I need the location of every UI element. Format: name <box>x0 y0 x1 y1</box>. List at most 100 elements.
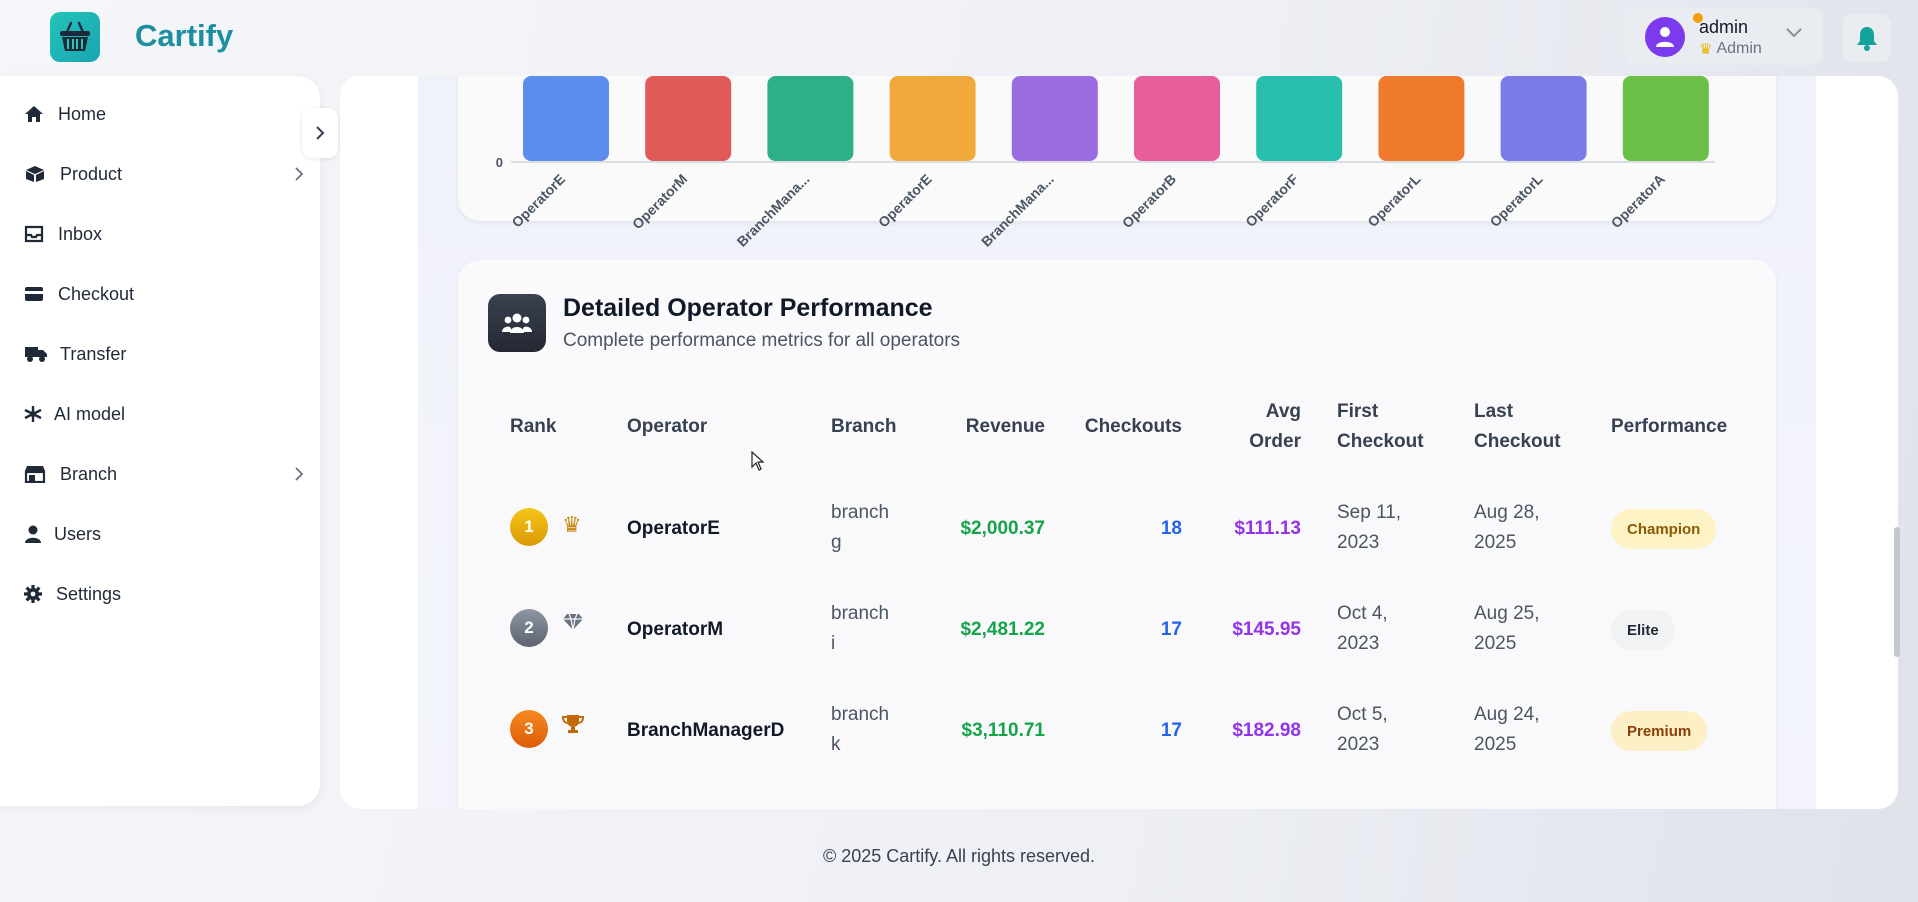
chart-bar[interactable] <box>1134 76 1220 161</box>
column-header-branch[interactable]: Branch <box>831 416 897 437</box>
y-tick-label: 0 <box>496 155 503 170</box>
revenue-value: $2,481.22 <box>960 619 1045 640</box>
crown-icon: ♛ <box>1699 41 1713 58</box>
sidebar-item-home[interactable]: Home <box>24 94 304 134</box>
sidebar-item-settings[interactable]: Settings <box>24 574 304 614</box>
branch-line: branch <box>831 603 890 624</box>
operator-performance-card: Detailed Operator Performance Complete p… <box>458 260 1776 809</box>
content-area[interactable]: 0 OperatorE OperatorM BranchMana... Operator… <box>418 76 1816 809</box>
table-row[interactable]: 1 ♛ OperatorE branch g $2,000.37 18 $111… <box>490 484 1744 574</box>
last-checkout-date: Aug 25, 2025 <box>1474 599 1540 659</box>
branch-line: g <box>831 532 842 553</box>
network-icon <box>24 405 50 423</box>
operator-name: OperatorM <box>627 619 724 640</box>
column-header-line: Avg <box>1265 401 1301 422</box>
cart-logo-icon[interactable] <box>50 12 100 62</box>
x-tick-label: BranchMana... <box>734 171 813 250</box>
sidebar-item-label: AI model <box>54 403 126 424</box>
x-tick-label: OperatorE <box>508 171 568 231</box>
table-row[interactable]: 2 OperatorM branch i $2,481.22 17 $145.9… <box>490 585 1744 675</box>
main-content: 0 OperatorE OperatorM BranchMana... Operator… <box>340 76 1898 809</box>
sidebar-item-branch[interactable]: Branch <box>24 454 304 494</box>
column-header-line: First <box>1337 401 1379 422</box>
footer-copyright: © 2025 Cartify. All rights reserved. <box>822 846 1096 866</box>
operator-chart-card: 0 OperatorE OperatorM BranchMana... Operator… <box>458 76 1776 250</box>
chart-bar[interactable] <box>1622 76 1709 161</box>
rank-badge: 2 <box>510 609 548 647</box>
operator-name: OperatorE <box>627 518 720 539</box>
date-line: 2025 <box>1474 734 1517 755</box>
checkouts-value: 17 <box>1160 619 1182 640</box>
x-tick-label: OperatorL <box>1487 170 1546 229</box>
chart-bar[interactable] <box>523 76 609 161</box>
chart-bar[interactable] <box>1378 76 1465 161</box>
first-checkout-date: Oct 4, 2023 <box>1337 599 1388 659</box>
avatar <box>1645 17 1685 57</box>
x-tick-label: OperatorB <box>1119 171 1179 231</box>
scrollbar[interactable] <box>1893 76 1901 809</box>
column-header-line: Checkout <box>1474 431 1561 452</box>
x-tick-label: BranchMana... <box>978 171 1057 250</box>
date-line: 2023 <box>1337 532 1380 553</box>
user-name: admin <box>1699 17 1749 37</box>
column-header-first-checkout[interactable]: First Checkout <box>1337 397 1424 457</box>
home-icon <box>24 105 50 123</box>
brand-name[interactable]: Cartify <box>135 18 234 53</box>
sidebar-item-product[interactable]: Product <box>24 154 304 194</box>
sidebar: Home Product Inbox Checkout Transfer AI … <box>0 76 320 806</box>
chart-bar[interactable] <box>1500 76 1587 161</box>
chart-bar[interactable] <box>645 76 732 161</box>
last-checkout-date: Aug 24, 2025 <box>1474 700 1540 760</box>
x-tick-label: OperatorA <box>1608 171 1668 231</box>
chart-bar[interactable] <box>889 76 976 161</box>
chevron-right-icon <box>294 166 304 187</box>
sidebar-item-users[interactable]: Users <box>24 514 304 554</box>
column-header-checkouts[interactable]: Checkouts <box>1084 416 1182 437</box>
scrollbar-thumb[interactable] <box>1894 527 1900 657</box>
branch-line: i <box>831 633 836 654</box>
performance-badge: Champion <box>1611 509 1717 549</box>
column-header-operator[interactable]: Operator <box>627 416 708 437</box>
x-tick-label: OperatorE <box>875 171 935 231</box>
sidebar-item-checkout[interactable]: Checkout <box>24 274 304 314</box>
sidebar-item-transfer[interactable]: Transfer <box>24 334 304 374</box>
column-header-last-checkout[interactable]: Last Checkout <box>1474 397 1561 457</box>
rank-badge: 1 <box>510 508 548 546</box>
sidebar-item-label: Branch <box>60 463 118 484</box>
performance-badge: Elite <box>1611 610 1675 650</box>
chevron-down-icon[interactable] <box>1785 26 1803 44</box>
user-menu[interactable]: admin ♛ Admin <box>1625 8 1823 65</box>
branch-name: branch i <box>831 599 889 659</box>
sidebar-toggle-button[interactable] <box>302 108 338 158</box>
column-header-revenue[interactable]: Revenue <box>965 416 1045 437</box>
column-header-avg-order[interactable]: Avg Order <box>1190 397 1301 457</box>
performance-table: Rank Operator Branch Revenue Checkouts A… <box>490 392 1744 809</box>
sidebar-item-ai-model[interactable]: AI model <box>24 394 304 434</box>
date-line: 2023 <box>1337 734 1380 755</box>
chart-bar[interactable] <box>1256 76 1343 161</box>
date-line: Oct 5, <box>1337 704 1388 725</box>
avg-order-value: $111.13 <box>1234 518 1301 539</box>
sidebar-item-inbox[interactable]: Inbox <box>24 214 304 254</box>
date-line: Aug 24, <box>1474 704 1540 725</box>
date-line: 2025 <box>1474 633 1517 654</box>
last-checkout-date: Aug 28, 2025 <box>1474 498 1540 558</box>
column-header-rank[interactable]: Rank <box>510 416 557 437</box>
column-header-line: Checkout <box>1337 431 1424 452</box>
operator-bar-chart: 0 OperatorE OperatorM BranchMana... Operator… <box>496 76 1715 250</box>
trophy-icon <box>561 714 585 739</box>
table-row[interactable]: 3 BranchManagerD branch k $3,110.71 17 $… <box>490 686 1744 776</box>
chevron-right-icon <box>294 466 304 487</box>
performance-badge: Premium <box>1611 711 1708 751</box>
sidebar-item-label: Checkout <box>58 283 135 304</box>
chart-bar[interactable] <box>1011 76 1098 161</box>
x-tick-label: OperatorM <box>629 171 690 232</box>
column-header-performance[interactable]: Performance <box>1611 416 1728 437</box>
chart-bar[interactable] <box>767 76 854 161</box>
x-tick-label: OperatorL <box>1364 170 1423 229</box>
section-title: Detailed Operator Performance <box>563 294 933 322</box>
users-group-icon <box>488 294 546 352</box>
revenue-value: $3,110.71 <box>961 720 1045 741</box>
column-header-line: Order <box>1249 431 1301 452</box>
notifications-button[interactable] <box>1843 14 1891 62</box>
